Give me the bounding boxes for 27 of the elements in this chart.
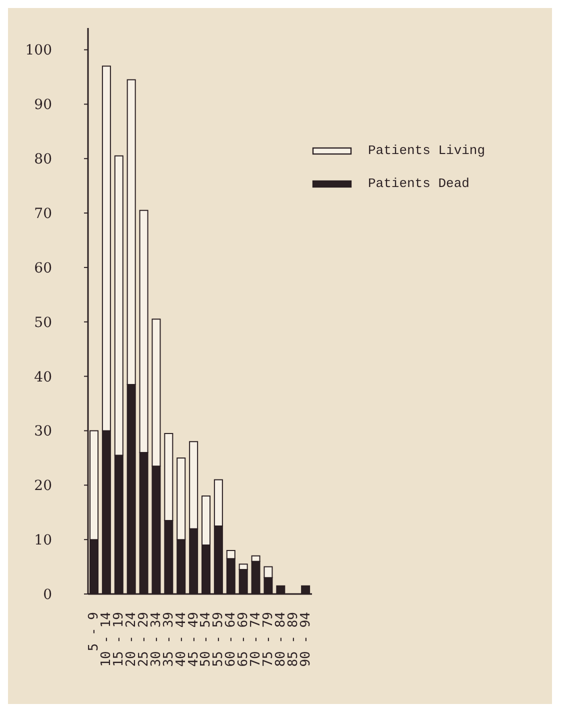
- x-tick-label: 45 - 49: [186, 612, 202, 667]
- legend-label: Patients Living: [368, 143, 486, 158]
- x-tick-label: 5 - 9: [86, 612, 102, 652]
- x-tick-label: 35 - 39: [161, 612, 176, 667]
- x-tick-label: 25 - 29: [136, 612, 152, 667]
- legend-label: Patients Dead: [368, 176, 470, 191]
- x-tick-label: 10 - 14: [99, 612, 114, 667]
- y-tick-label: 90: [34, 97, 52, 114]
- x-tick-label: 30 - 34: [148, 612, 164, 667]
- y-tick-label: 60: [34, 260, 52, 276]
- x-tick-label: 40 - 44: [174, 612, 189, 667]
- y-tick-label: 0: [43, 586, 52, 603]
- x-tick-label: 80 - 84: [273, 612, 288, 667]
- x-tick-label: 90 - 94: [298, 612, 314, 667]
- y-tick-label: 30: [34, 424, 52, 440]
- y-tick-label: 10: [34, 532, 52, 549]
- x-tick-label: 70 - 74: [248, 612, 264, 667]
- x-tick-label: 75 - 79: [260, 612, 276, 667]
- y-tick-label: 40: [34, 369, 52, 386]
- y-tick-label: 80: [34, 152, 52, 168]
- y-tick-label: 50: [34, 314, 52, 331]
- x-tick-label: 65 - 69: [236, 612, 252, 667]
- y-tick-label: 70: [34, 206, 52, 222]
- x-tick-label: 85 - 89: [286, 612, 301, 667]
- y-tick-label: 20: [34, 478, 52, 494]
- y-tick-label: 100: [25, 42, 52, 59]
- x-tick-label: 50 - 54: [198, 612, 214, 667]
